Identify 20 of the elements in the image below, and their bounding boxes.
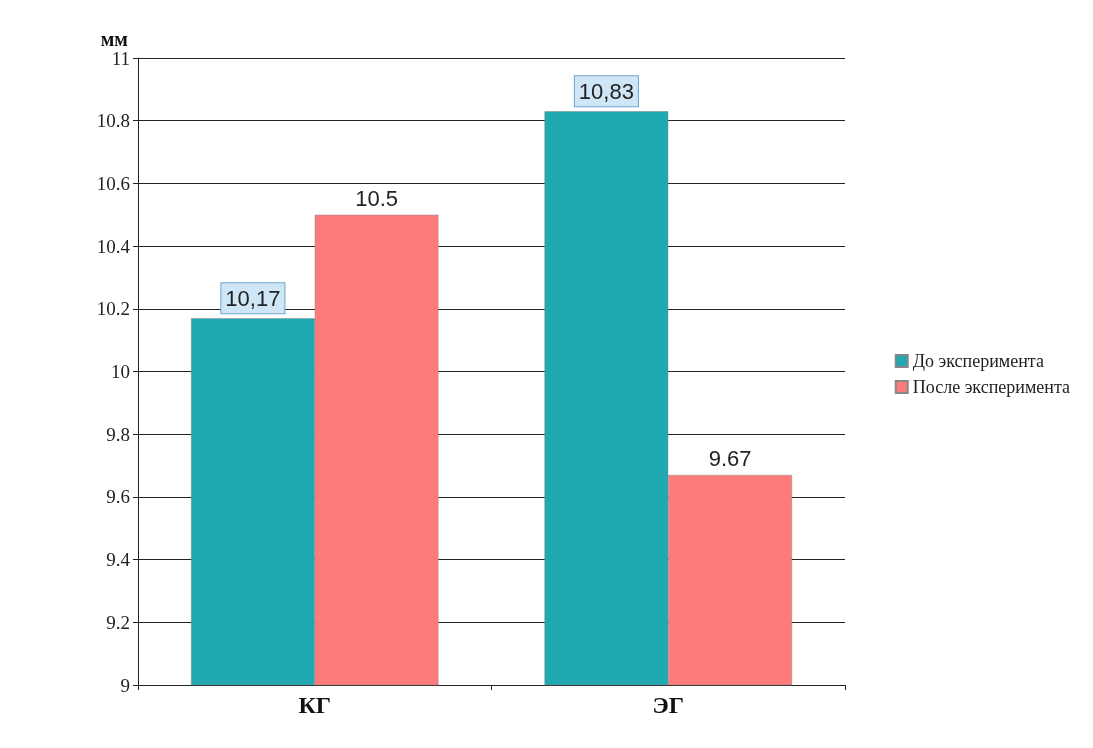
y-tick-label: 9.8 [106, 423, 130, 445]
y-tick-label: 9.6 [106, 486, 130, 508]
y-tick-label: 10.2 [96, 298, 130, 320]
y-tick-label: 10 [111, 361, 130, 382]
x-tick-label: КГ [298, 692, 332, 718]
data-label: 10,83 [578, 78, 634, 104]
y-tick-label: 11 [111, 47, 130, 69]
y-tick-label: 9 [120, 674, 130, 696]
x-tick-label: ЭГ [652, 692, 685, 718]
y-axis-title: мм [100, 27, 128, 50]
data-label: 10,17 [225, 285, 281, 311]
y-tick-label: 10.6 [96, 172, 130, 194]
y-tick-label: 10.8 [96, 110, 130, 132]
data-label: 9.67 [708, 446, 752, 472]
legend-label: После эксперимента [912, 377, 1071, 397]
y-tick-label: 9.4 [106, 549, 131, 571]
y-tick-label: 10.4 [96, 235, 131, 257]
data-label: 10.5 [355, 186, 399, 212]
legend-label: До эксперимента [912, 351, 1044, 371]
y-tick-label: 9.2 [106, 611, 130, 633]
